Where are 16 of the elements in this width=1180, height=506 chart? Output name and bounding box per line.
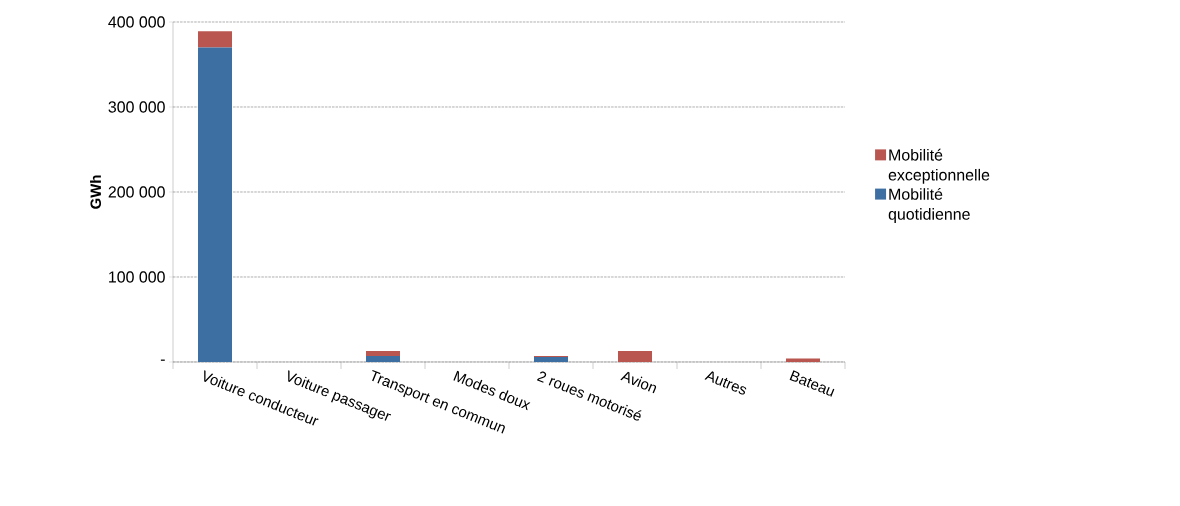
bar (534, 356, 569, 362)
y-tick-label: 400 000 (108, 16, 165, 28)
bar (198, 31, 233, 48)
bar (618, 350, 652, 362)
bar (366, 350, 401, 357)
y-tick-label: 100 000 (109, 271, 165, 283)
x-tick-label: Avion (620, 371, 657, 394)
y-tick-label: 200 000 (108, 186, 165, 198)
bar (366, 356, 401, 362)
y-axis-title: GWh (90, 175, 102, 209)
y-tick-label: 300 000 (108, 101, 165, 113)
legend-label: Mobilité quotidienne (888, 187, 970, 223)
x-tick-label: Autres (704, 371, 747, 395)
bar (198, 47, 233, 362)
legend-label: Mobilité exceptionnelle (888, 148, 990, 184)
y-tick-label: - (160, 359, 165, 361)
